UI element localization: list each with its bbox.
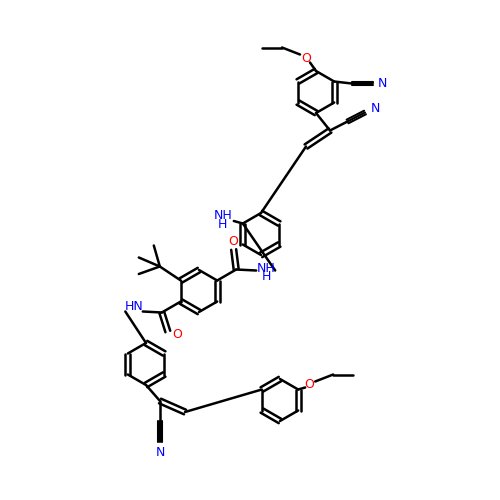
Text: O: O — [228, 235, 238, 248]
Text: N: N — [156, 446, 164, 458]
Text: O: O — [304, 378, 314, 391]
Text: O: O — [301, 52, 311, 65]
Text: NH: NH — [214, 209, 232, 222]
Text: NH: NH — [257, 262, 276, 274]
Text: O: O — [172, 328, 182, 341]
Text: N: N — [378, 77, 388, 90]
Text: H: H — [262, 270, 271, 283]
Text: HN: HN — [124, 300, 143, 313]
Text: H: H — [218, 218, 228, 231]
Text: N: N — [370, 102, 380, 115]
